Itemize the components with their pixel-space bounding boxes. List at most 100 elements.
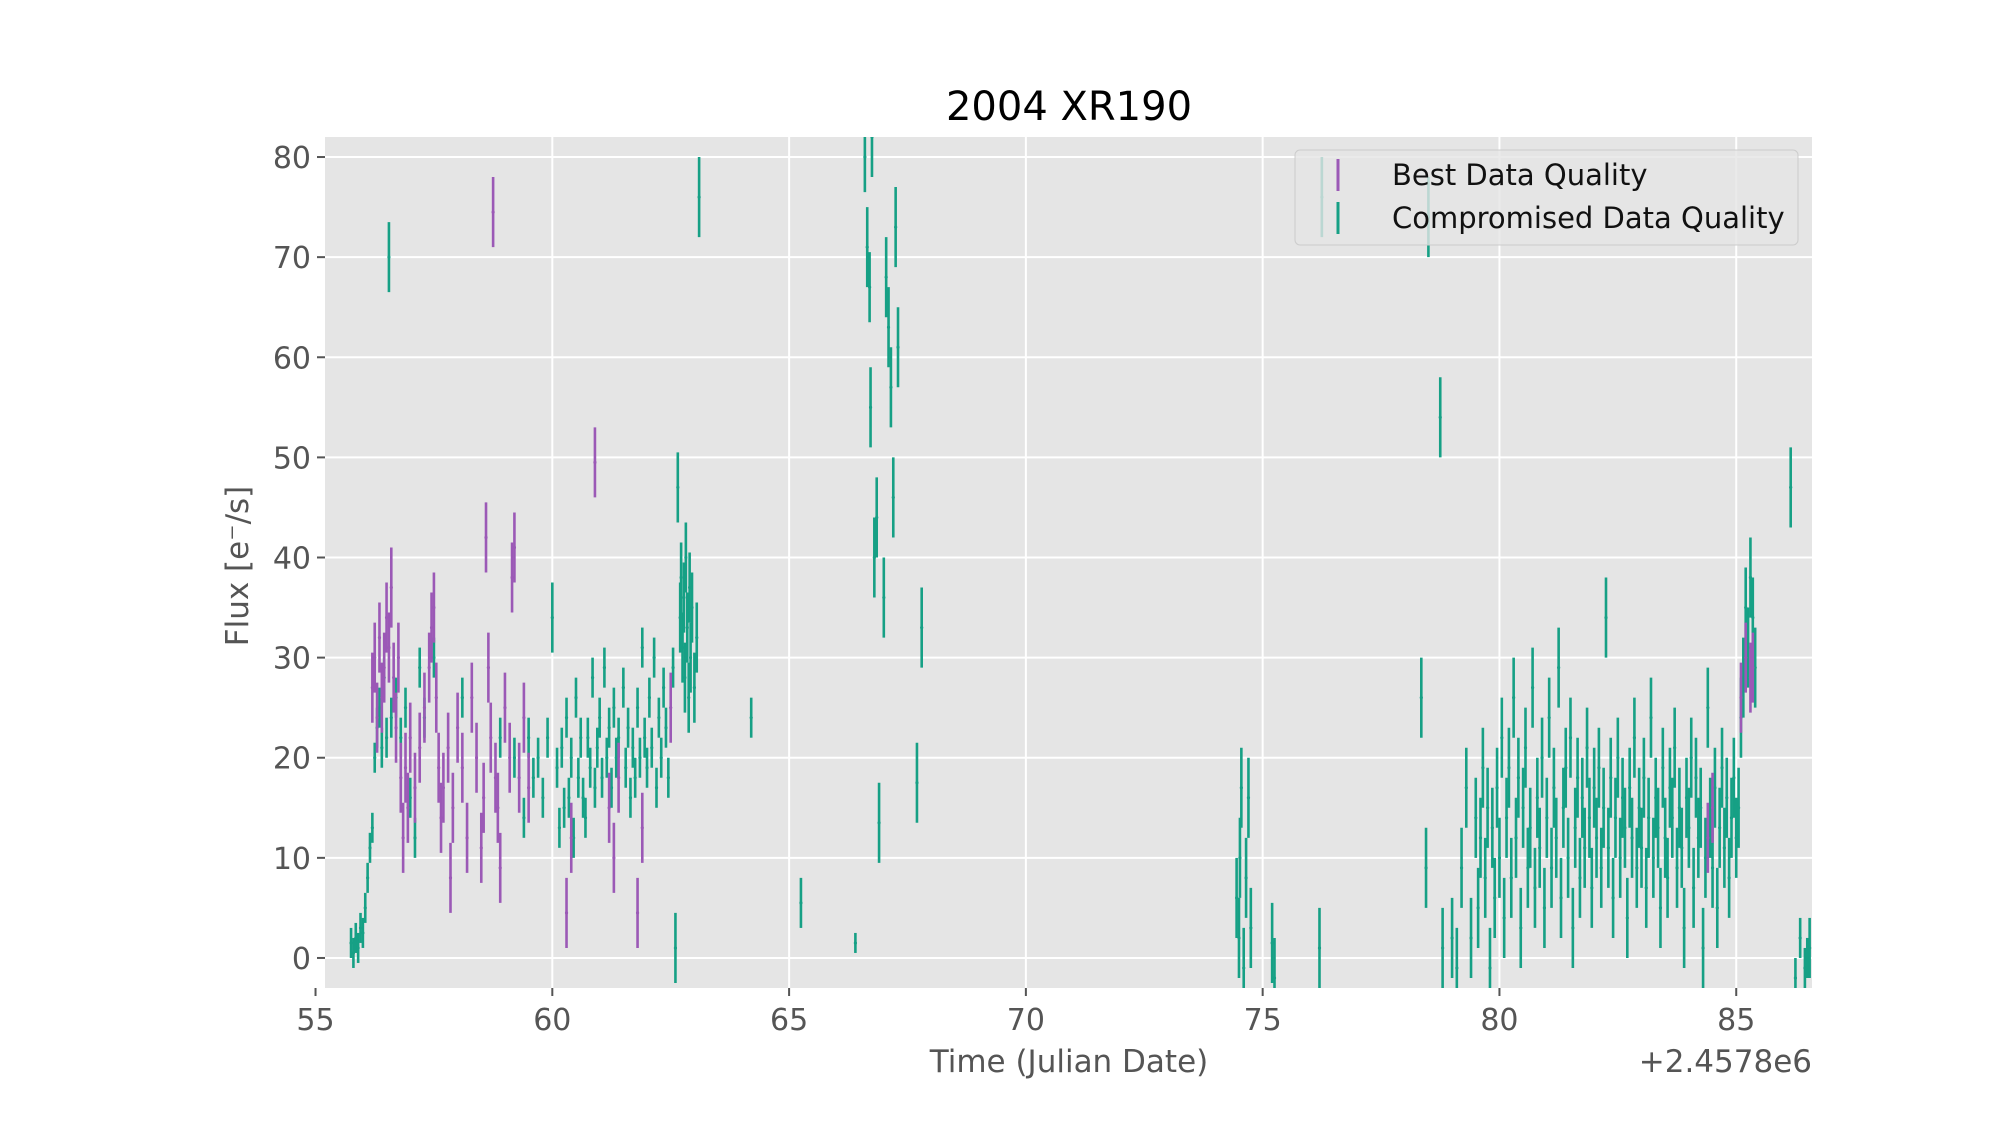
data-point bbox=[920, 625, 924, 630]
data-point bbox=[1455, 966, 1459, 970]
data-point bbox=[593, 786, 597, 790]
data-point bbox=[1516, 776, 1520, 780]
data-point bbox=[635, 911, 640, 915]
data-point bbox=[617, 776, 621, 780]
data-point bbox=[356, 946, 360, 950]
data-point bbox=[406, 806, 410, 810]
data-point bbox=[1625, 916, 1629, 920]
y-tick-label: 40 bbox=[273, 541, 311, 576]
data-point bbox=[1561, 806, 1565, 810]
data-point bbox=[427, 666, 431, 670]
data-point bbox=[645, 766, 649, 770]
data-point bbox=[432, 605, 436, 610]
data-point bbox=[560, 746, 564, 750]
data-point bbox=[1696, 836, 1700, 840]
data-point bbox=[695, 635, 699, 640]
plot-background bbox=[325, 137, 1812, 988]
data-point bbox=[692, 686, 696, 690]
data-point bbox=[1744, 605, 1748, 610]
data-point bbox=[1630, 836, 1634, 840]
data-point bbox=[650, 746, 654, 750]
data-point bbox=[1658, 906, 1663, 910]
data-point bbox=[886, 325, 891, 329]
data-point bbox=[498, 736, 502, 740]
data-point bbox=[408, 796, 412, 800]
data-point bbox=[1699, 806, 1703, 810]
data-point bbox=[1798, 936, 1802, 940]
data-point bbox=[387, 646, 391, 650]
data-point bbox=[1706, 836, 1710, 840]
data-point bbox=[574, 696, 578, 700]
data-point bbox=[1736, 806, 1741, 810]
data-point bbox=[664, 726, 668, 730]
data-point bbox=[380, 696, 384, 700]
data-point bbox=[1710, 806, 1715, 810]
data-point bbox=[678, 615, 682, 620]
data-point bbox=[877, 821, 881, 825]
data-point bbox=[581, 796, 585, 800]
data-point bbox=[1665, 876, 1670, 880]
data-point bbox=[652, 656, 656, 660]
x-tick-label: 55 bbox=[296, 1003, 334, 1038]
data-point bbox=[1557, 666, 1561, 670]
data-point bbox=[1459, 866, 1464, 870]
data-point bbox=[617, 736, 621, 740]
data-point bbox=[1708, 816, 1712, 820]
data-point bbox=[1497, 856, 1502, 860]
data-point bbox=[1575, 776, 1580, 780]
data-point bbox=[683, 676, 687, 680]
data-point bbox=[498, 866, 502, 870]
data-point bbox=[863, 155, 867, 159]
data-point bbox=[1573, 826, 1577, 830]
data-point bbox=[868, 285, 872, 289]
data-point bbox=[1677, 806, 1682, 810]
data-point bbox=[1246, 796, 1251, 800]
data-point bbox=[460, 696, 464, 700]
data-point bbox=[366, 876, 370, 880]
data-point bbox=[659, 756, 663, 760]
data-point bbox=[1604, 615, 1608, 620]
data-point bbox=[465, 836, 469, 840]
y-tick-label: 10 bbox=[273, 842, 311, 877]
data-point bbox=[418, 746, 422, 750]
data-point bbox=[448, 876, 453, 880]
data-point bbox=[680, 646, 685, 650]
data-point bbox=[496, 806, 500, 810]
data-point bbox=[1566, 856, 1570, 860]
data-point bbox=[351, 951, 356, 955]
data-point bbox=[512, 756, 517, 760]
data-point bbox=[799, 901, 803, 905]
data-point bbox=[1687, 826, 1691, 830]
data-point bbox=[1317, 946, 1322, 950]
data-point bbox=[382, 666, 386, 670]
data-point bbox=[1512, 696, 1516, 700]
data-point bbox=[1649, 716, 1653, 720]
data-point bbox=[1734, 836, 1738, 840]
data-point bbox=[1670, 816, 1674, 820]
data-point bbox=[370, 826, 374, 830]
data-point bbox=[605, 756, 609, 760]
data-point bbox=[508, 756, 512, 760]
data-point bbox=[1637, 806, 1641, 810]
data-point bbox=[1668, 786, 1672, 790]
data-point bbox=[607, 726, 611, 730]
data-point bbox=[1684, 796, 1689, 800]
data-point bbox=[865, 245, 869, 249]
data-point bbox=[690, 605, 694, 610]
data-point bbox=[1538, 846, 1542, 850]
data-point bbox=[1748, 676, 1753, 680]
data-point bbox=[870, 137, 874, 139]
data-point bbox=[1753, 666, 1757, 670]
data-point bbox=[1594, 836, 1599, 840]
data-point bbox=[1580, 796, 1584, 800]
data-point bbox=[1722, 846, 1726, 850]
legend-label: Compromised Data Quality bbox=[1392, 201, 1785, 235]
data-point bbox=[884, 275, 888, 279]
data-point bbox=[512, 545, 517, 550]
data-point bbox=[1680, 846, 1684, 850]
data-point bbox=[1725, 796, 1729, 800]
data-point bbox=[1249, 926, 1253, 930]
data-point bbox=[1585, 746, 1589, 750]
data-point bbox=[1694, 776, 1698, 780]
data-point bbox=[614, 756, 618, 760]
